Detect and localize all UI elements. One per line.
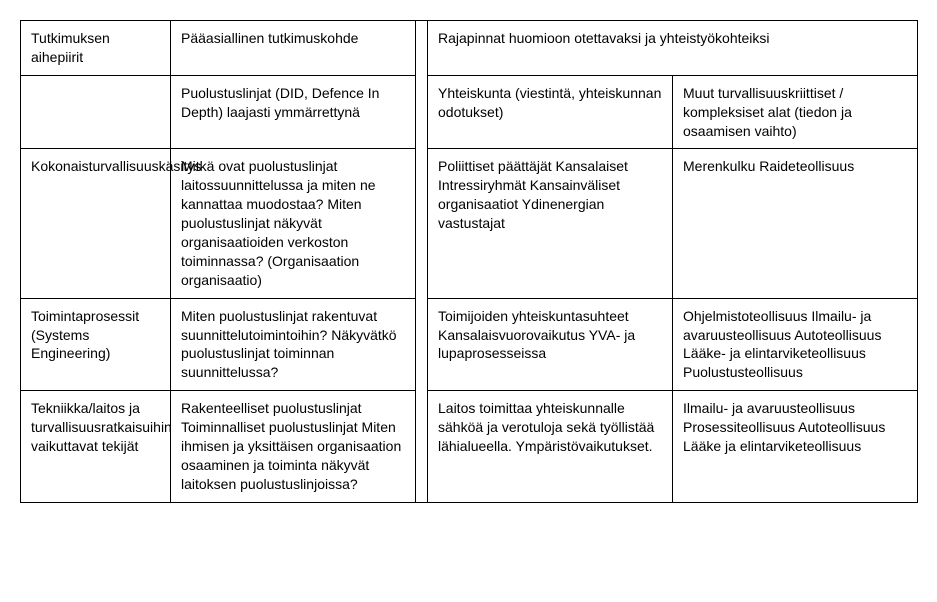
cell-main-target: Rakenteelliset puolustuslinjat Toiminnal…	[171, 391, 416, 502]
header-col-topics: Tutkimuksen aihepiirit	[21, 21, 171, 76]
header-col-interfaces: Rajapinnat huomioon otettavaksi ja yhtei…	[428, 21, 918, 76]
cell-interface-b: Ohjelmistoteollisuus Ilmailu- ja avaruus…	[673, 298, 918, 391]
cell-interface-a: Toimijoiden yhteiskuntasuhteet Kansalais…	[428, 298, 673, 391]
header-col-main-target: Pääasiallinen tutkimuskohde	[171, 21, 416, 76]
cell-interface-b: Muut turvallisuuskriittiset / kompleksis…	[673, 75, 918, 149]
cell-interface-a: Yhteiskunta (viestintä, yhteiskunnan odo…	[428, 75, 673, 149]
table-row: Kokonaisturvallisuuskäsitys Mitkä ovat p…	[21, 149, 918, 298]
cell-interface-b: Ilmailu- ja avaruusteollisuus Prosessite…	[673, 391, 918, 502]
research-topics-table: Tutkimuksen aihepiirit Pääasiallinen tut…	[20, 20, 918, 503]
table-header-row: Tutkimuksen aihepiirit Pääasiallinen tut…	[21, 21, 918, 76]
cell-topic: Toimintaprosessit (Systems Engineering)	[21, 298, 171, 391]
cell-main-target: Mitkä ovat puolustuslinjat laitossuunnit…	[171, 149, 416, 298]
cell-topic: Kokonaisturvallisuuskäsitys	[21, 149, 171, 298]
cell-topic	[21, 75, 171, 149]
cell-interface-a: Poliittiset päättäjät Kansalaiset Intres…	[428, 149, 673, 298]
cell-main-target: Puolustuslinjat (DID, Defence In Depth) …	[171, 75, 416, 149]
table-row: Tekniikka/laitos ja turvallisuusratkaisu…	[21, 391, 918, 502]
cell-topic: Tekniikka/laitos ja turvallisuusratkaisu…	[21, 391, 171, 502]
cell-interface-b: Merenkulku Raideteollisuus	[673, 149, 918, 298]
cell-main-target: Miten puolustuslinjat rakentuvat suunnit…	[171, 298, 416, 391]
table-row: Toimintaprosessit (Systems Engineering) …	[21, 298, 918, 391]
table-gap-column	[416, 21, 428, 503]
cell-interface-a: Laitos toimittaa yhteiskunnalle sähköä j…	[428, 391, 673, 502]
table-row: Puolustuslinjat (DID, Defence In Depth) …	[21, 75, 918, 149]
